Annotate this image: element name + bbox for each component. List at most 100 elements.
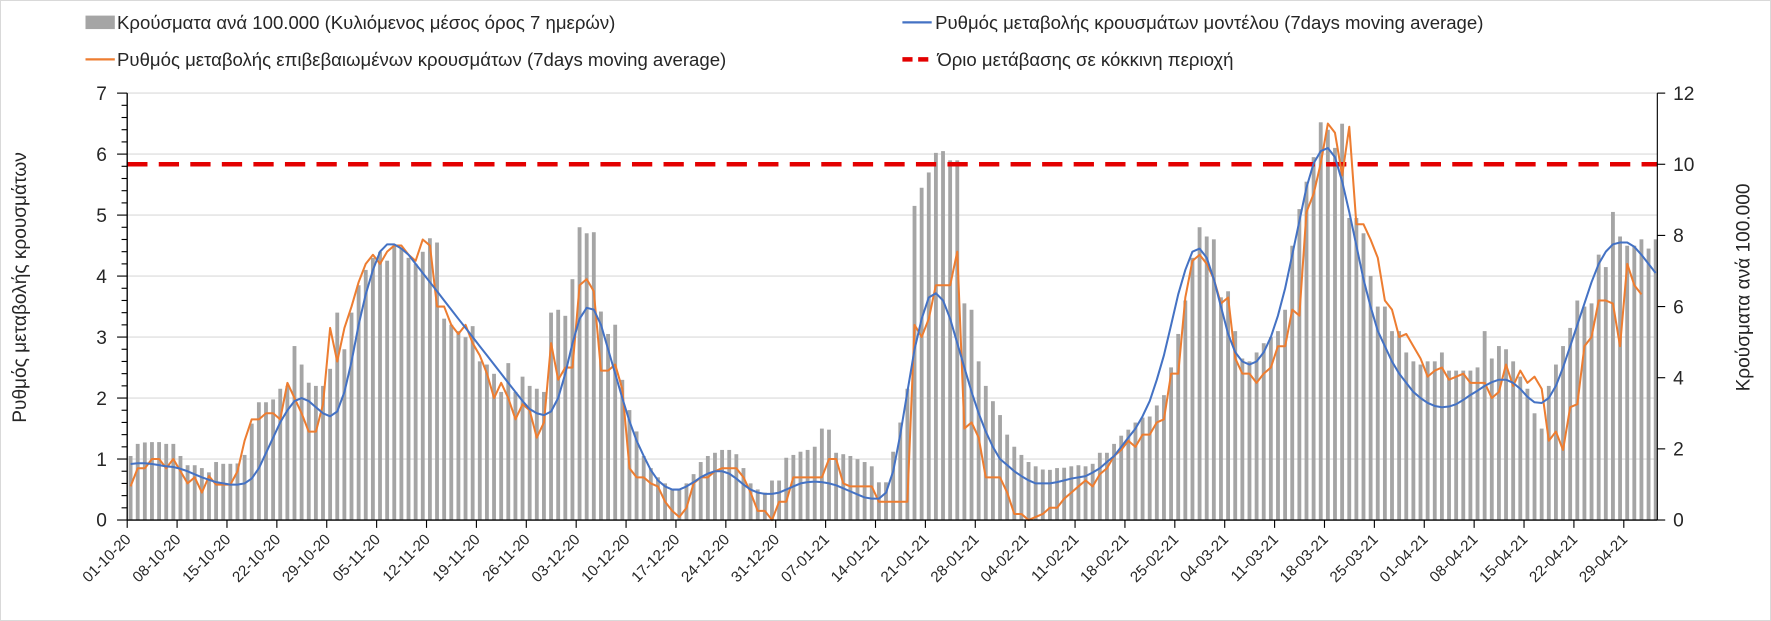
bar <box>691 474 696 521</box>
bar <box>941 151 945 521</box>
bar <box>1539 428 1544 521</box>
bar <box>1283 309 1288 521</box>
bar <box>1133 422 1138 521</box>
legend-label-bars: Κρούσματα ανά 100.000 (Κυλιόμενος μέσος … <box>117 12 615 33</box>
bar <box>912 205 917 521</box>
y-right-tick-label: 10 <box>1673 155 1694 176</box>
bar <box>1625 245 1630 521</box>
legend: Κρούσματα ανά 100.000 (Κυλιόμενος μέσος … <box>85 12 1483 70</box>
bar <box>1596 254 1601 521</box>
bar <box>1546 385 1551 521</box>
bar <box>648 468 653 521</box>
bar <box>1290 245 1295 521</box>
bar <box>335 312 340 521</box>
x-tick-label: 04-02-21 <box>977 531 1032 586</box>
bar <box>684 483 689 521</box>
legend-item-confirmed[interactable]: Ρυθμός μεταβολής επιβεβαιωμένων κρουσμάτ… <box>85 49 727 70</box>
bar <box>1154 405 1159 521</box>
bar <box>1504 349 1508 521</box>
legend-item-bars[interactable]: Κρούσματα ανά 100.000 (Κυλιόμενος μέσος … <box>85 12 616 33</box>
bar <box>969 309 974 521</box>
bar <box>1083 466 1088 521</box>
bar <box>641 455 646 521</box>
bar <box>392 245 397 521</box>
bar <box>1375 306 1380 521</box>
bar <box>435 242 439 521</box>
bar <box>591 232 596 521</box>
bar <box>705 455 710 521</box>
bar <box>1382 306 1387 521</box>
legend-swatch-bars <box>85 15 115 30</box>
bar <box>171 443 176 521</box>
bar <box>1026 462 1031 521</box>
x-tick-label: 08-04-21 <box>1426 531 1481 586</box>
legend-item-model[interactable]: Ρυθμός μεταβολής κρουσμάτων μοντέλου (7d… <box>902 12 1483 33</box>
bar <box>1040 469 1045 521</box>
bar <box>378 251 382 521</box>
bar <box>470 326 475 521</box>
bar <box>1582 306 1587 521</box>
bar <box>1033 466 1038 521</box>
bar <box>1169 367 1173 521</box>
bar <box>1347 217 1352 521</box>
bar <box>1404 352 1409 521</box>
bar <box>812 446 817 521</box>
x-tick-label: 11-03-21 <box>1228 531 1282 585</box>
x-tick-label: 15-10-20 <box>179 531 234 586</box>
bar <box>1019 454 1024 521</box>
bar <box>862 462 867 521</box>
bar <box>456 331 461 521</box>
bar <box>1368 275 1373 521</box>
bar <box>1076 465 1081 521</box>
bar <box>834 452 839 521</box>
bar <box>905 388 910 521</box>
bar <box>762 492 767 521</box>
bar <box>584 233 589 521</box>
bar <box>990 401 995 521</box>
bar <box>1418 364 1423 521</box>
x-tick-label: 17-12-20 <box>628 531 683 586</box>
bar <box>484 364 489 521</box>
bar <box>271 399 276 521</box>
bar <box>1233 331 1238 521</box>
x-tick-label: 05-11-20 <box>330 531 384 585</box>
bar <box>1653 239 1658 521</box>
x-tick-label: 21-01-21 <box>878 531 933 586</box>
y-right-tick-label: 12 <box>1673 84 1694 105</box>
bar <box>948 160 953 521</box>
y-axis-left-title: Ρυθμός μεταβολής κρουσμάτων <box>10 152 31 423</box>
bar <box>1297 209 1302 521</box>
bar <box>563 315 568 521</box>
bar <box>1589 303 1594 521</box>
bar <box>278 388 283 521</box>
legend-item-threshold[interactable]: Όριο μετάβασης σε κόκκινη περιοχή <box>902 49 1234 70</box>
x-tick-label: 29-04-21 <box>1576 531 1631 586</box>
confirmed-rate-line <box>129 122 1643 522</box>
x-tick-label: 31-12-20 <box>728 531 783 586</box>
bar <box>463 337 468 521</box>
bar <box>670 489 675 521</box>
y-left-tick-label: 2 <box>96 389 107 410</box>
x-tick-label: 10-12-20 <box>578 531 633 586</box>
bar <box>1197 227 1202 521</box>
bar <box>142 442 147 521</box>
bar <box>770 480 774 521</box>
legend-label-model: Ρυθμός μεταβολής κρουσμάτων μοντέλου (7d… <box>935 12 1483 33</box>
bar <box>1304 181 1309 521</box>
bar <box>1632 245 1637 521</box>
bar <box>556 309 561 521</box>
y-right-tick-label: 6 <box>1673 297 1684 318</box>
bar <box>1333 147 1337 521</box>
bar <box>157 442 161 521</box>
x-tick-label: 29-10-20 <box>279 531 334 586</box>
bar <box>1005 434 1010 521</box>
x-tick-label: 12-11-20 <box>380 531 434 585</box>
bar <box>1461 370 1466 521</box>
bar <box>1511 361 1516 521</box>
bar <box>399 248 404 521</box>
bar <box>285 385 290 521</box>
bar <box>1454 370 1459 521</box>
bar <box>1176 333 1181 521</box>
bar <box>998 415 1002 521</box>
bar <box>819 428 824 521</box>
